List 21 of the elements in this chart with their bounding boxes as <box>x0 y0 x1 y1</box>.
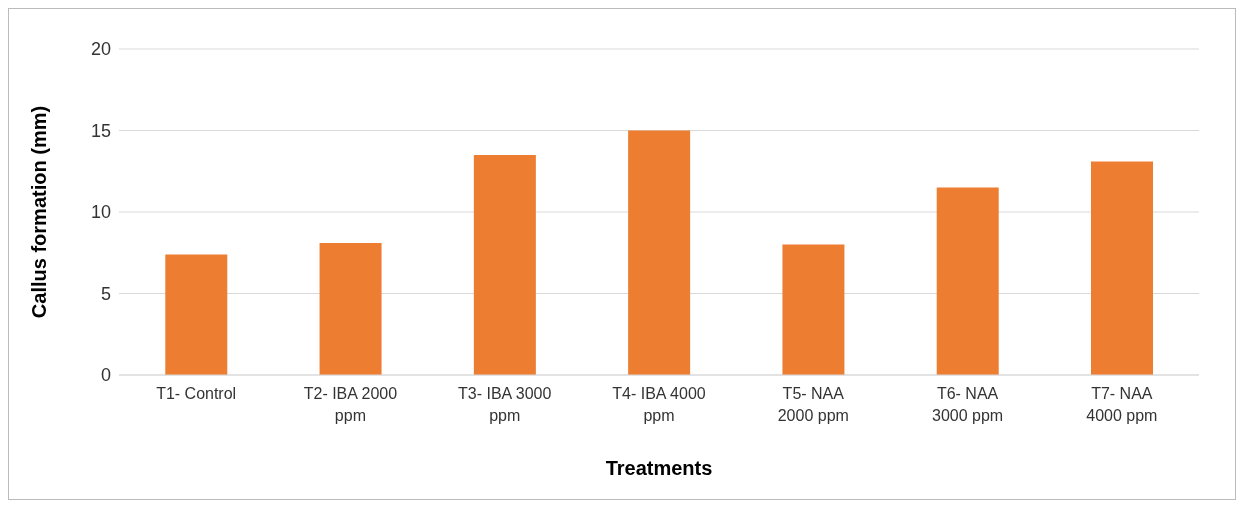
x-tick-label: T4- IBA 4000 ppm <box>612 385 706 424</box>
bar <box>165 254 228 375</box>
x-tick-label: T3- IBA 3000 ppm <box>458 385 552 424</box>
y-tick-label: 5 <box>100 283 111 304</box>
bar <box>319 242 382 375</box>
bar <box>1091 161 1153 375</box>
y-tick-label: 0 <box>100 365 111 386</box>
bar <box>473 154 536 375</box>
bar <box>936 187 999 375</box>
bar <box>628 130 691 375</box>
y-tick-label: 10 <box>90 202 111 223</box>
x-axis-title: Treatments <box>605 457 713 479</box>
x-tick-label: T5- NAA 2000 ppm <box>777 385 849 424</box>
y-tick-label: 15 <box>90 120 111 141</box>
y-axis-title: Callus formation (mm) <box>28 105 51 319</box>
y-tick-label: 20 <box>90 39 111 60</box>
x-tick-label: T7- NAA 4000 ppm <box>1086 385 1158 424</box>
x-tick-label: T2- IBA 2000 ppm <box>303 385 398 424</box>
x-tick-label: T1- Control <box>156 385 237 402</box>
bar <box>782 244 845 375</box>
x-tick-label: T6- NAA 3000 ppm <box>931 385 1004 424</box>
